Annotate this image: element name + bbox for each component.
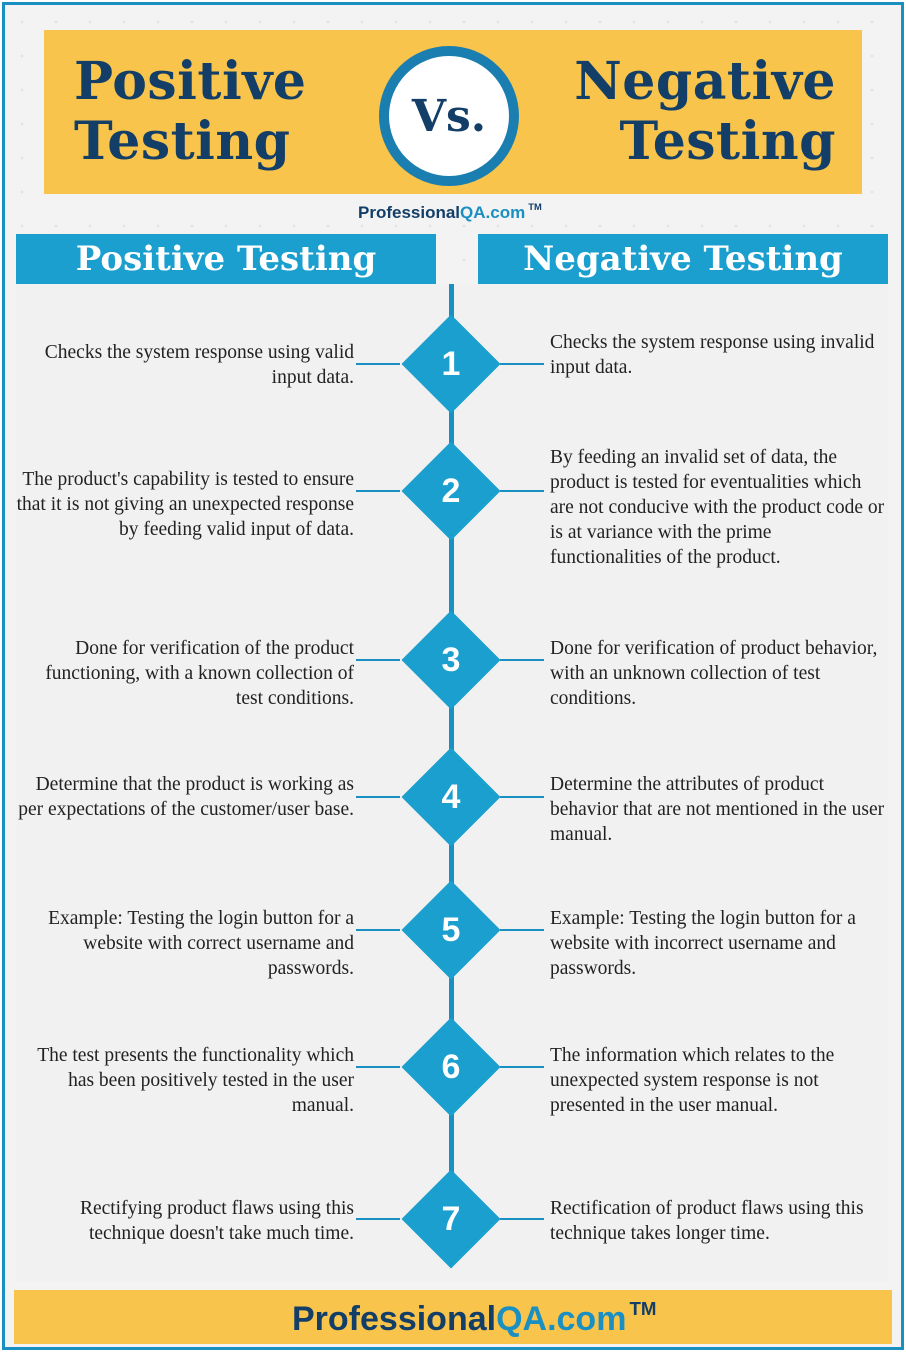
connector-line-right xyxy=(500,796,544,798)
title-word: Positive xyxy=(74,51,307,112)
brand-name: Professional xyxy=(358,203,461,222)
brand-logo-top: Professional QA.com TM xyxy=(358,202,542,223)
positive-testing-point: The product's capability is tested to en… xyxy=(16,469,354,540)
step-number: 5 xyxy=(441,910,461,949)
step-number-diamond: 7 xyxy=(401,1169,501,1269)
positive-testing-point: Done for verification of the product fun… xyxy=(45,638,354,709)
step-number-diamond: 5 xyxy=(401,880,501,980)
vs-badge: Vs. xyxy=(379,46,519,186)
step-number-diamond: 1 xyxy=(401,314,501,414)
title-word: Testing xyxy=(619,111,836,172)
connector-line-left xyxy=(356,363,400,365)
negative-testing-point: By feeding an invalid set of data, the p… xyxy=(550,447,885,568)
connector-line-left xyxy=(356,1218,400,1220)
negative-testing-point: The information which relates to the une… xyxy=(550,1045,835,1116)
step-number: 4 xyxy=(441,777,461,816)
negative-testing-point: Example: Testing the login button for a … xyxy=(550,908,856,979)
connector-line-left xyxy=(356,1066,400,1068)
negative-testing-point: Done for verification of product behavio… xyxy=(550,638,878,709)
connector-line-right xyxy=(500,1066,544,1068)
connector-line-right xyxy=(500,1218,544,1220)
connector-line-right xyxy=(500,490,544,492)
trademark-mark: TM xyxy=(629,1298,657,1319)
connector-line-left xyxy=(356,490,400,492)
connector-line-left xyxy=(356,929,400,931)
connector-line-left xyxy=(356,796,400,798)
negative-testing-point: Rectification of product flaws using thi… xyxy=(550,1198,864,1244)
step-number: 2 xyxy=(441,471,461,510)
positive-testing-title: Positive Testing xyxy=(74,52,307,172)
step-number-diamond: 3 xyxy=(401,610,501,710)
negative-testing-title: Negative Testing xyxy=(574,52,836,172)
positive-testing-point: The test presents the functionality whic… xyxy=(37,1045,354,1116)
vs-label: Vs. xyxy=(411,90,487,142)
negative-testing-point: Checks the system response using invalid… xyxy=(550,332,875,378)
positive-testing-point: Example: Testing the login button for a … xyxy=(48,908,354,979)
step-number: 1 xyxy=(441,344,461,383)
brand-domain: QA.com xyxy=(460,203,526,222)
connector-line-right xyxy=(500,929,544,931)
negative-testing-point: Determine the attributes of product beha… xyxy=(550,774,885,845)
connector-line-left xyxy=(356,659,400,661)
connector-line-right xyxy=(500,659,544,661)
positive-testing-header: Positive Testing xyxy=(16,234,436,284)
brand-domain: QA.com xyxy=(496,1300,627,1338)
brand-name: Professional xyxy=(292,1300,497,1338)
title-banner: Positive Testing Vs. Negative Testing xyxy=(44,30,862,194)
step-number: 3 xyxy=(441,640,461,679)
positive-testing-point: Checks the system response using valid i… xyxy=(44,342,354,388)
step-number-diamond: 6 xyxy=(401,1017,501,1117)
step-number: 7 xyxy=(441,1199,461,1238)
footer-bar xyxy=(14,1290,892,1344)
title-word: Negative xyxy=(574,51,836,112)
brand-logo-bottom: Professional QA.com TM xyxy=(292,1298,657,1339)
positive-testing-point: Rectifying product flaws using this tech… xyxy=(79,1198,354,1244)
step-number: 6 xyxy=(441,1047,461,1086)
step-number-diamond: 4 xyxy=(401,747,501,847)
step-number-diamond: 2 xyxy=(401,441,501,541)
positive-testing-point: Determine that the product is working as… xyxy=(18,774,354,820)
trademark-mark: TM xyxy=(528,202,542,212)
negative-testing-header: Negative Testing xyxy=(478,234,888,284)
connector-line-right xyxy=(500,363,544,365)
title-word: Testing xyxy=(74,111,291,172)
